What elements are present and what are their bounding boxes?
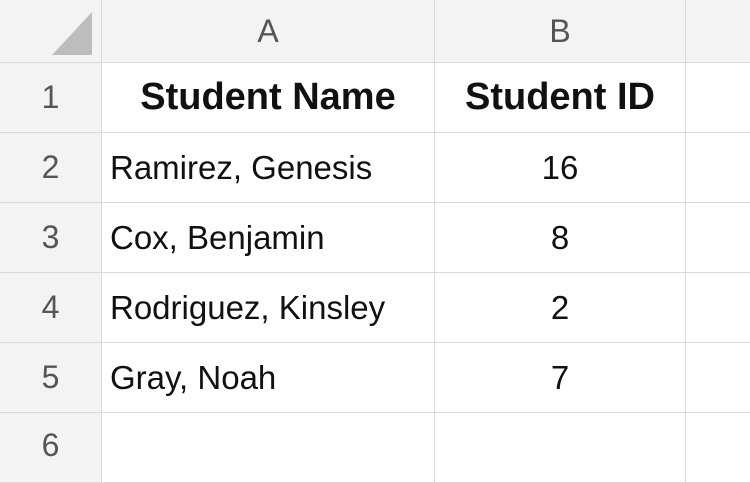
cell-b2[interactable]: 16 xyxy=(435,133,686,203)
row-header-6[interactable]: 6 xyxy=(0,413,102,483)
cell-c3[interactable] xyxy=(686,203,750,273)
cell-c2[interactable] xyxy=(686,133,750,203)
cell-a2[interactable]: Ramirez, Genesis xyxy=(102,133,435,203)
cell-b6[interactable] xyxy=(435,413,686,483)
cell-a5[interactable]: Gray, Noah xyxy=(102,343,435,413)
select-all-corner[interactable] xyxy=(0,0,102,63)
cell-b5[interactable]: 7 xyxy=(435,343,686,413)
cell-c6[interactable] xyxy=(686,413,750,483)
row-header-1[interactable]: 1 xyxy=(0,63,102,133)
row-header-3[interactable]: 3 xyxy=(0,203,102,273)
cell-a6[interactable] xyxy=(102,413,435,483)
column-header-c[interactable] xyxy=(686,0,750,63)
row-header-5[interactable]: 5 xyxy=(0,343,102,413)
cell-c5[interactable] xyxy=(686,343,750,413)
row-header-4[interactable]: 4 xyxy=(0,273,102,343)
cell-b3[interactable]: 8 xyxy=(435,203,686,273)
cell-a3[interactable]: Cox, Benjamin xyxy=(102,203,435,273)
cell-a4[interactable]: Rodriguez, Kinsley xyxy=(102,273,435,343)
cell-c4[interactable] xyxy=(686,273,750,343)
cell-c1[interactable] xyxy=(686,63,750,133)
cell-b4[interactable]: 2 xyxy=(435,273,686,343)
column-header-a[interactable]: A xyxy=(102,0,435,63)
column-header-b[interactable]: B xyxy=(435,0,686,63)
cell-b1[interactable]: Student ID xyxy=(435,63,686,133)
cell-a1[interactable]: Student Name xyxy=(102,63,435,133)
row-header-2[interactable]: 2 xyxy=(0,133,102,203)
